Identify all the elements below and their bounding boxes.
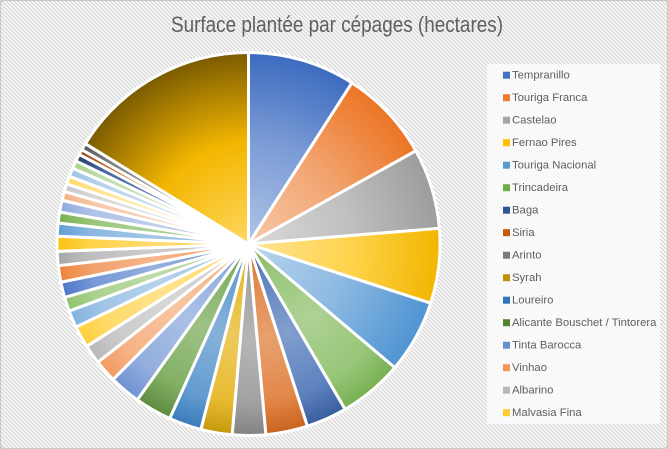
svg-text:Malvasia Fina: Malvasia Fina: [512, 407, 582, 419]
svg-text:Touriga Franca: Touriga Franca: [512, 92, 588, 104]
svg-text:Trincadeira: Trincadeira: [512, 182, 569, 194]
svg-text:Tempranillo: Tempranillo: [512, 69, 570, 81]
svg-text:Albarino: Albarino: [512, 384, 553, 396]
svg-text:Arinto: Arinto: [512, 249, 542, 261]
svg-text:Syrah: Syrah: [512, 272, 542, 284]
svg-text:Surface plantée par cépages (h: Surface plantée par cépages (hectares): [171, 12, 503, 37]
svg-text:Castelao: Castelao: [512, 114, 557, 126]
svg-text:Alicante Bouschet / Tintorera: Alicante Bouschet / Tintorera: [512, 317, 657, 329]
svg-text:Touriga Nacional: Touriga Nacional: [512, 159, 596, 171]
svg-text:Tinta Barocca: Tinta Barocca: [512, 339, 582, 351]
svg-text:Vinhao: Vinhao: [512, 362, 547, 374]
svg-text:Siria: Siria: [512, 227, 535, 239]
svg-text:Loureiro: Loureiro: [512, 294, 553, 306]
svg-text:Fernao Pires: Fernao Pires: [512, 137, 577, 149]
svg-text:Baga: Baga: [512, 204, 539, 216]
